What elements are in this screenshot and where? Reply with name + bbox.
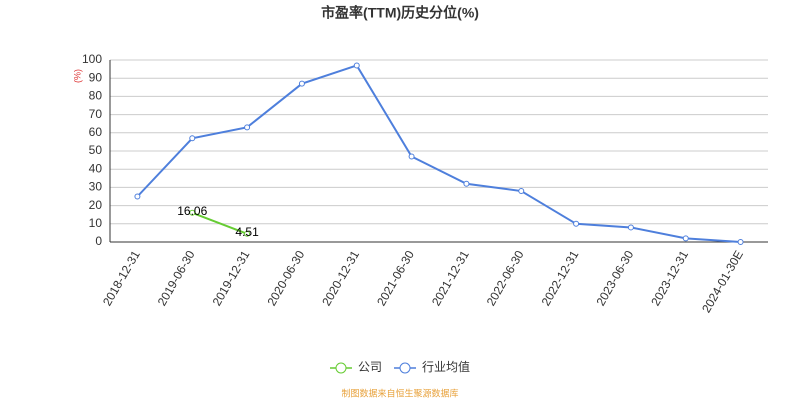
data-point <box>298 80 305 87</box>
x-tick-label: 2019-06-30 <box>155 248 198 308</box>
legend-marker <box>399 362 411 374</box>
y-tick-label: 40 <box>89 161 103 175</box>
data-point <box>189 135 196 142</box>
data-point <box>463 180 470 187</box>
x-tick-label: 2020-12-31 <box>319 248 362 308</box>
source-note: 制图数据来自恒生聚源数据库 <box>341 387 458 398</box>
y-tick-label: 20 <box>89 198 103 212</box>
y-tick-label: 60 <box>89 125 103 139</box>
data-label: 16.06 <box>177 204 207 218</box>
y-tick-label: 0 <box>95 234 102 248</box>
x-tick-label: 2024-01-30E <box>699 248 746 315</box>
legend-label: 行业均值 <box>422 359 470 374</box>
chart-title: 市盈率(TTM)历史分位(%) <box>321 5 479 21</box>
data-point <box>244 230 251 237</box>
series-line <box>136 64 741 243</box>
data-label: 4.51 <box>235 225 259 239</box>
x-tick-label: 2018-12-31 <box>100 248 143 308</box>
x-tick-label: 2021-06-30 <box>374 248 417 308</box>
data-point <box>682 235 689 242</box>
data-point <box>353 62 360 69</box>
data-point <box>518 188 525 195</box>
y-tick-label: 100 <box>82 52 102 66</box>
x-tick-label: 2020-06-30 <box>264 248 307 308</box>
data-point <box>189 209 196 216</box>
y-tick-label: 50 <box>89 143 103 157</box>
y-axis-label: (%) <box>72 69 82 83</box>
x-tick-label: 2023-06-30 <box>593 248 636 308</box>
data-point <box>244 124 251 131</box>
y-tick-label: 80 <box>89 89 103 103</box>
y-tick-label: 70 <box>89 107 103 121</box>
y-tick-label: 30 <box>89 180 103 194</box>
y-tick-label: 10 <box>89 216 103 230</box>
x-tick-label: 2023-12-31 <box>648 248 691 308</box>
x-tick-label: 2022-06-30 <box>484 248 527 308</box>
series-line <box>191 211 248 235</box>
data-point <box>408 153 415 160</box>
y-tick-label: 90 <box>89 70 103 84</box>
data-point <box>627 224 634 231</box>
data-point <box>737 239 744 245</box>
data-point <box>573 220 580 227</box>
legend-marker <box>335 362 347 374</box>
x-tick-label: 2019-12-31 <box>210 248 253 308</box>
data-point <box>134 193 141 200</box>
x-tick-label: 2022-12-31 <box>539 248 582 308</box>
legend-label: 公司 <box>358 360 382 374</box>
x-tick-label: 2021-12-31 <box>429 248 472 308</box>
